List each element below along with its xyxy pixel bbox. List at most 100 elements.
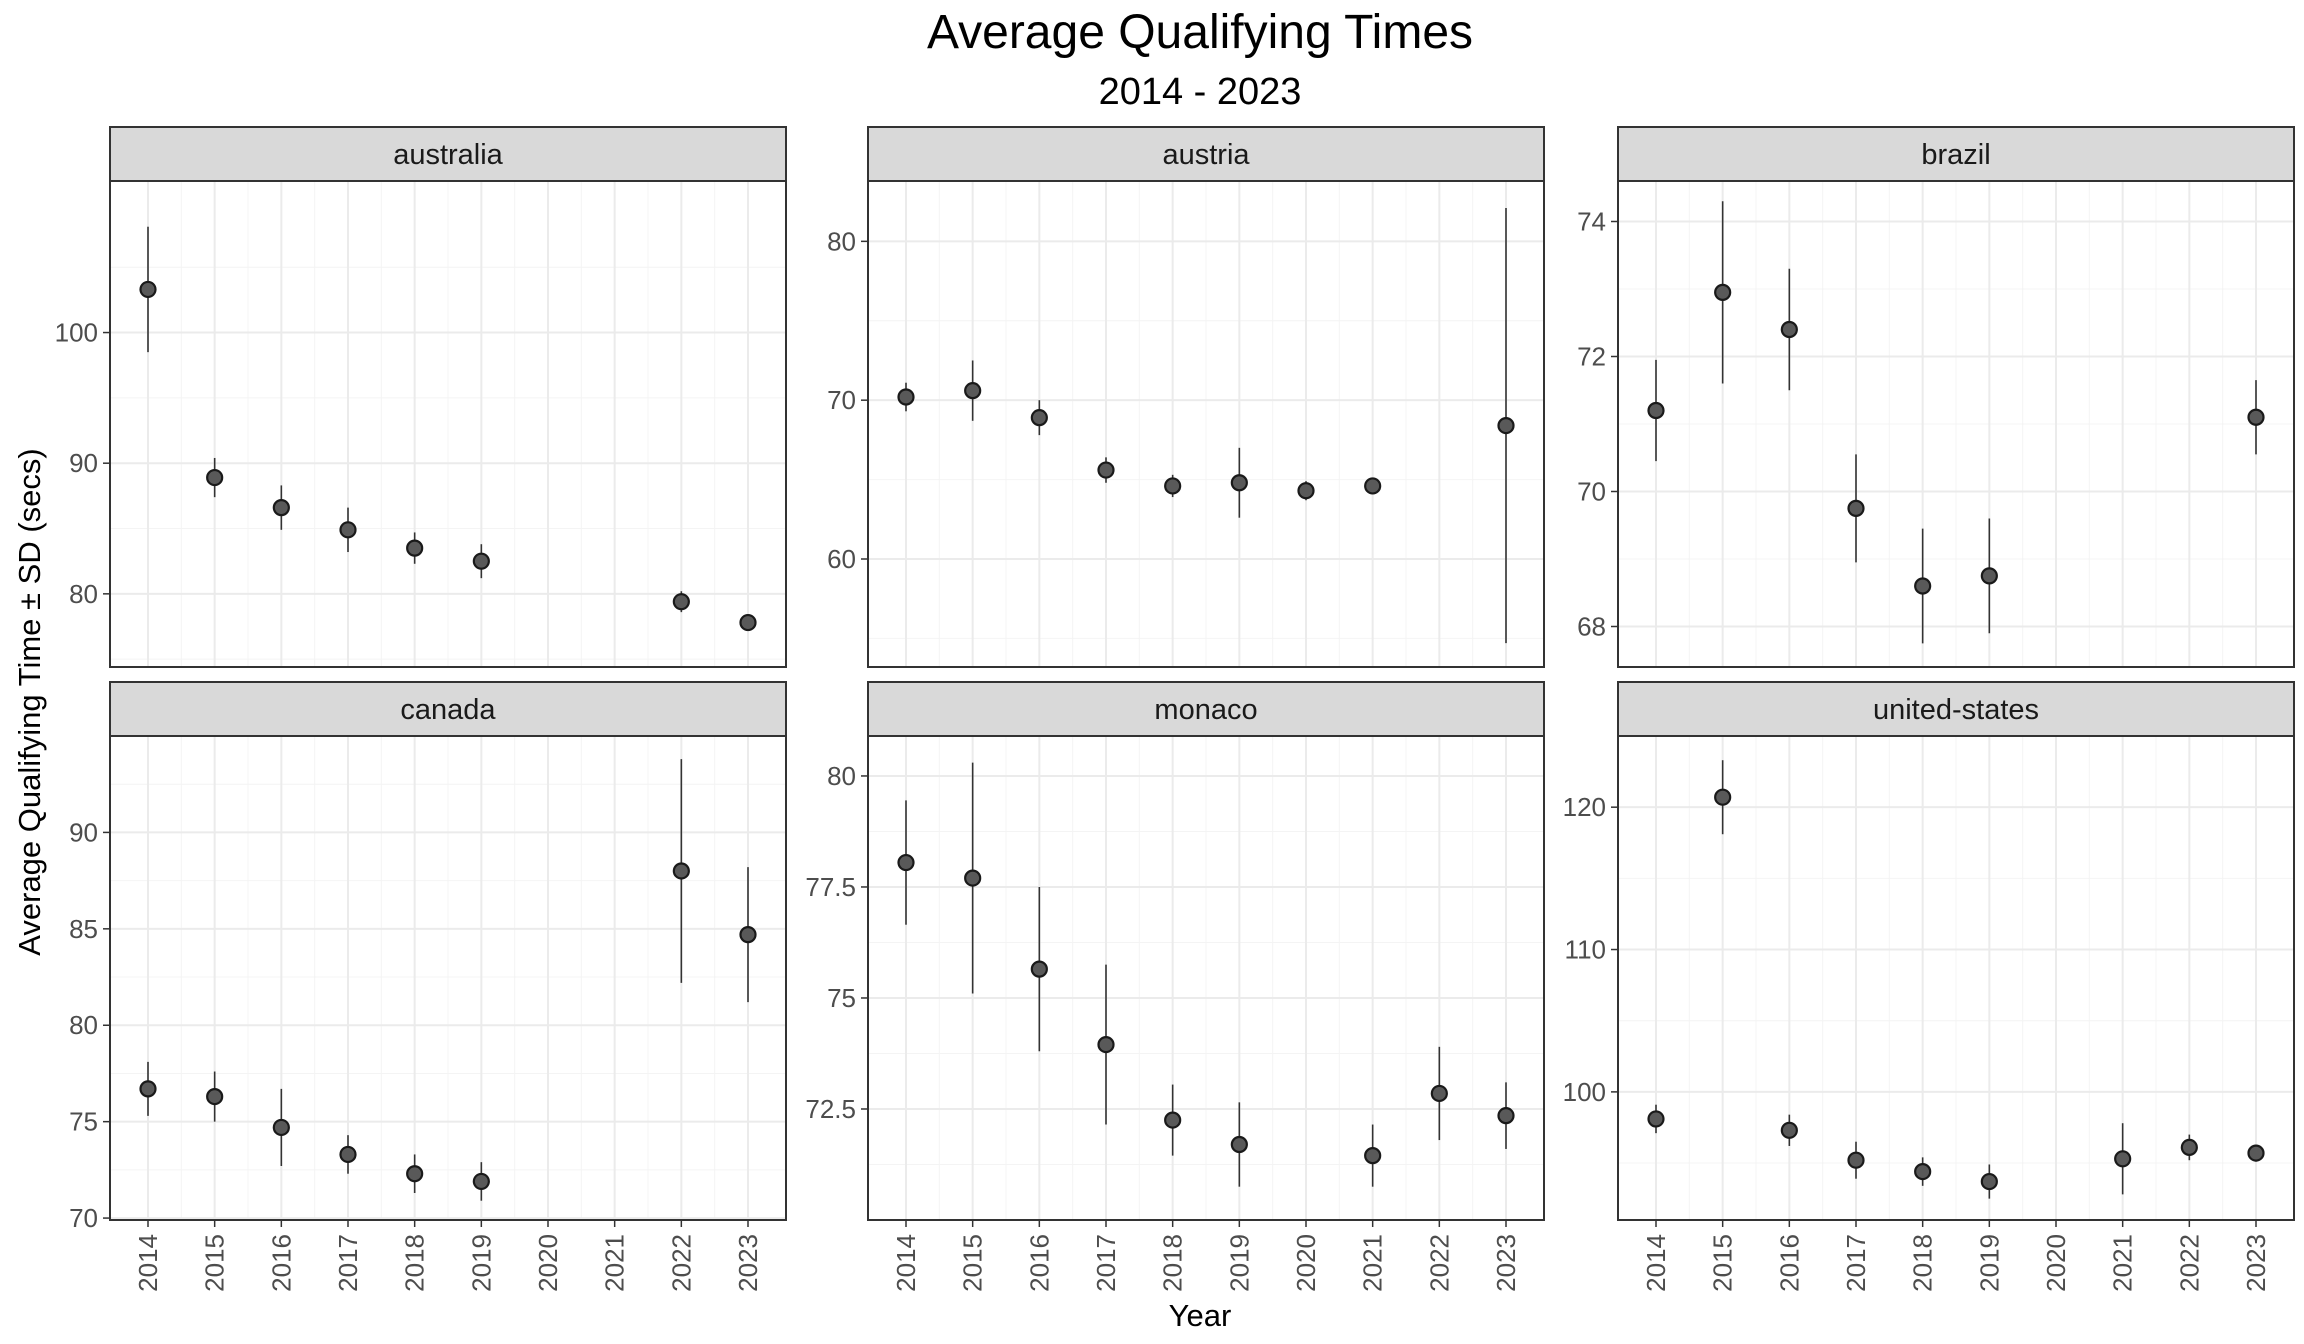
facet-canada: 70 75 80 85 90 canada 2014 2015 2016 2017 2018 2019…: [69, 681, 787, 1292]
data-point: [1780, 1121, 1798, 1139]
x-tick-label: 2014: [133, 1234, 163, 1292]
x-tick-label: 2017: [1091, 1234, 1121, 1292]
y-tick-label: 90: [69, 448, 98, 478]
data-point: [672, 593, 690, 611]
facet-austria: 60 70 80 austria: [827, 126, 1545, 668]
x-tick-label: 2018: [400, 1234, 430, 1292]
y-tick-label: 72: [1577, 342, 1606, 372]
y-tick-label: 68: [1577, 612, 1606, 642]
data-point: [964, 382, 982, 400]
y-tick-label: 120: [1563, 792, 1606, 822]
x-tick-label: 2022: [2174, 1234, 2204, 1292]
data-point: [406, 1165, 424, 1183]
y-tick-label: 75: [69, 1107, 98, 1137]
y-axis-title: Average Qualifying Time ± SD (secs): [12, 448, 47, 955]
y-tick-label: 70: [69, 1203, 98, 1233]
facet-strip: [109, 681, 787, 737]
data-point: [964, 869, 982, 887]
x-tick-label: 2022: [1424, 1234, 1454, 1292]
data-point: [272, 1118, 290, 1137]
y-tick-label: 80: [827, 761, 856, 791]
x-tick-label: 2018: [1908, 1234, 1938, 1292]
x-axis-title: Year: [1169, 1298, 1232, 1333]
x-tick-label: 2020: [1291, 1234, 1321, 1292]
data-point: [1914, 1162, 1932, 1181]
data-point: [1847, 499, 1865, 517]
facet-strip: [867, 681, 1545, 737]
data-point: [1780, 320, 1798, 339]
data-point: [1030, 960, 1048, 978]
data-point: [1980, 1172, 1998, 1191]
data-point: [1097, 461, 1115, 479]
y-tick-label: 72.5: [805, 1094, 856, 1124]
x-tick-label: 2017: [1841, 1234, 1871, 1292]
x-tick-label: 2021: [1358, 1234, 1388, 1292]
data-point: [206, 468, 224, 487]
data-point: [139, 280, 157, 299]
data-point: [1497, 416, 1515, 435]
data-point: [897, 853, 915, 872]
data-point: [1297, 482, 1315, 500]
data-point: [1647, 401, 1665, 420]
data-point: [1364, 1147, 1382, 1165]
data-point: [1714, 788, 1732, 806]
y-tick-label: 80: [827, 226, 856, 256]
facet-panels: 80 90 100 australia 60 70 80 austria 68 70 72 74 bra…: [55, 126, 2295, 1292]
facet-strip-label: canada: [400, 694, 496, 726]
facet-strip: [1617, 681, 2295, 737]
x-tick-label: 2018: [1158, 1234, 1188, 1292]
data-point: [472, 552, 490, 570]
data-point: [1497, 1107, 1515, 1125]
y-tick-label: 74: [1577, 207, 1606, 237]
x-tick-label: 2015: [1708, 1234, 1738, 1292]
x-tick-label: 2019: [466, 1234, 496, 1292]
facet-strip: [1617, 126, 2295, 182]
x-tick-label: 2023: [2241, 1234, 2271, 1292]
x-tick-label: 2023: [733, 1234, 763, 1292]
data-point: [739, 613, 757, 632]
data-point: [1030, 409, 1048, 427]
y-tick-label: 60: [827, 544, 856, 574]
facet-strip-label: united-states: [1873, 694, 2039, 726]
y-tick-label: 80: [69, 579, 98, 609]
data-point: [1364, 477, 1382, 495]
data-point: [406, 539, 424, 557]
facet-australia: 80 90 100 australia: [55, 126, 787, 668]
x-tick-label: 2017: [333, 1234, 363, 1292]
facet-united-states: 100 110 120 united-states 2014 2015 2016 2017 20…: [1563, 681, 2295, 1292]
x-tick-label: 2015: [958, 1234, 988, 1292]
y-tick-label: 100: [1563, 1077, 1606, 1107]
data-point: [1430, 1084, 1448, 1103]
x-tick-label: 2020: [533, 1234, 563, 1292]
facet-strip-label: australia: [393, 139, 503, 171]
x-tick-label: 2021: [2108, 1234, 2138, 1292]
x-tick-label: 2014: [1641, 1234, 1671, 1292]
data-point: [739, 926, 757, 944]
data-point: [472, 1172, 490, 1191]
x-tick-label: 2022: [666, 1234, 696, 1292]
x-tick-label: 2019: [1224, 1234, 1254, 1292]
data-point: [206, 1087, 224, 1106]
data-point: [1097, 1036, 1115, 1054]
y-tick-label: 90: [69, 817, 98, 847]
y-tick-label: 85: [69, 914, 98, 944]
x-tick-label: 2015: [200, 1234, 230, 1292]
data-point: [139, 1080, 157, 1098]
chart-subtitle: 2014 - 2023: [1099, 71, 1302, 113]
x-tick-label: 2016: [1024, 1234, 1054, 1292]
data-point: [339, 521, 357, 539]
data-point: [2114, 1150, 2132, 1168]
y-tick-label: 100: [55, 318, 98, 348]
data-point: [1714, 283, 1732, 301]
facet-strip-label: monaco: [1154, 694, 1257, 726]
facet-brazil: 68 70 72 74 brazil: [1577, 126, 2295, 668]
data-point: [2180, 1138, 2198, 1157]
facet-strip: [867, 126, 1545, 182]
data-point: [1980, 567, 1998, 585]
data-point: [672, 862, 690, 880]
x-tick-label: 2016: [1774, 1234, 1804, 1292]
data-point: [1164, 477, 1182, 495]
data-point: [1647, 1110, 1665, 1128]
data-point: [897, 388, 915, 406]
